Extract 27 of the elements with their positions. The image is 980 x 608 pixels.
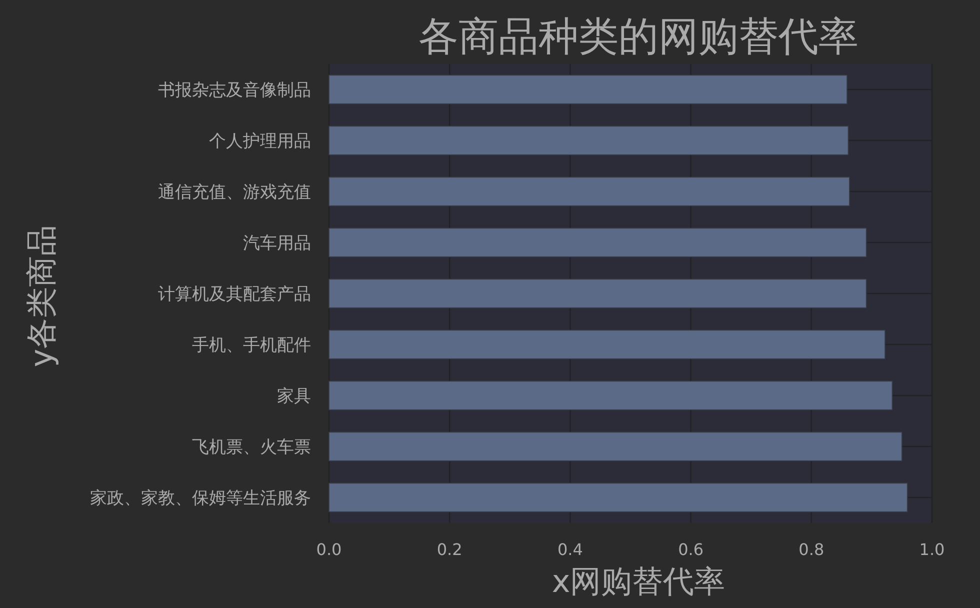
y-tick-label: 家政、家教、保姆等生活服务 [90,488,311,508]
y-axis-title: y各类商品 [24,224,60,368]
bar [328,74,848,104]
bar [328,482,908,512]
bar [328,278,867,308]
x-axis-title: x网购替代率 [552,564,726,600]
bar [328,380,893,410]
y-tick-label: 汽车用品 [243,234,311,254]
x-tick-label: 1.0 [919,540,945,559]
bar [328,126,849,156]
x-tick-label: 0.2 [436,540,462,559]
chart-title: 各商品种类的网购替代率 [418,14,858,60]
x-tick-label: 0.6 [678,540,704,559]
y-tick-label: 飞机票、火车票 [192,438,311,458]
bar [328,176,850,206]
x-tick-label: 0.4 [557,540,583,559]
y-tick-label: 通信充值、游戏充值 [158,182,311,202]
y-tick-label: 计算机及其配套产品 [158,284,311,304]
y-tick-label: 手机、手机配件 [192,336,311,356]
y-tick-label: 家具 [277,386,311,406]
bar [328,228,867,258]
bar [328,432,902,462]
y-tick-label: 书报杂志及音像制品 [158,80,311,100]
x-tick-label: 0.0 [316,540,342,559]
x-tick-label: 0.8 [798,540,824,559]
bar [328,330,886,360]
y-tick-label: 个人护理用品 [209,132,311,152]
